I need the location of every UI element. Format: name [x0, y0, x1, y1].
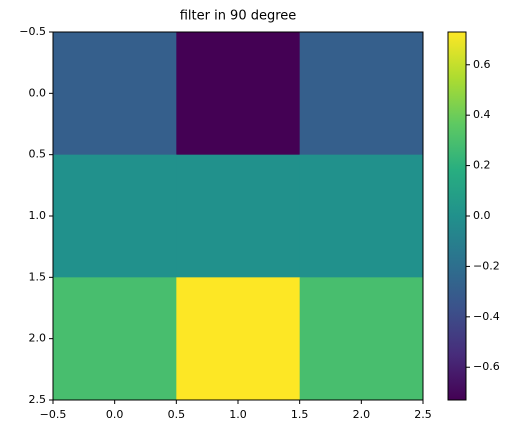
y-tick-label: −0.5	[19, 25, 46, 38]
x-tick-label: −0.5	[40, 408, 67, 421]
heatmap-cell	[299, 154, 424, 278]
x-tick-label: 0.5	[168, 408, 186, 421]
chart-title: filter in 90 degree	[180, 9, 297, 24]
colorbar-tick-label: −0.4	[473, 310, 500, 323]
x-tick-label: 1.5	[291, 408, 309, 421]
heatmap-cell	[53, 154, 177, 278]
x-tick-label: 2.0	[353, 408, 371, 421]
colorbar	[447, 31, 467, 401]
heatmap-cell	[176, 154, 301, 278]
colorbar-tick-label: 0.4	[473, 108, 491, 121]
colorbar-tick-label: −0.6	[473, 360, 500, 373]
heatmap-cell	[53, 277, 177, 401]
heatmap-cell	[299, 277, 424, 401]
y-tick-label: 2.0	[29, 332, 47, 345]
y-tick-label: 1.5	[29, 270, 47, 283]
y-tick-label: 0.5	[29, 148, 47, 161]
heatmap-cell	[53, 32, 177, 156]
heatmap-cell	[299, 32, 424, 156]
x-tick-label: 2.5	[414, 408, 432, 421]
colorbar-tick-label: 0.2	[473, 159, 491, 172]
colorbar-tick-label: −0.2	[473, 259, 500, 272]
colorbar-tick-label: 0.0	[473, 209, 491, 222]
y-tick-label: 1.0	[29, 209, 47, 222]
y-tick-label: 2.5	[29, 393, 47, 406]
heatmap-cell	[176, 32, 301, 156]
x-tick-label: 0.0	[106, 408, 124, 421]
y-tick-label: 0.0	[29, 86, 47, 99]
colorbar-tick-label: 0.6	[473, 58, 491, 71]
heatmap-cell	[176, 277, 301, 401]
x-tick-label: 1.0	[229, 408, 247, 421]
